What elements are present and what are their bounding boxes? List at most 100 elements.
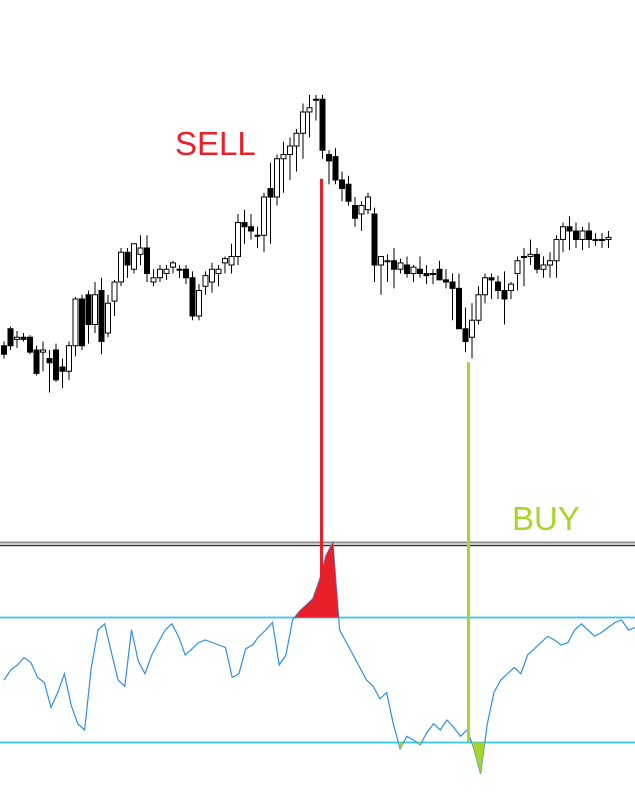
candle — [371, 207, 378, 282]
candle — [189, 271, 196, 321]
candle — [410, 265, 417, 282]
candle — [92, 282, 98, 333]
candle — [488, 273, 495, 299]
candle — [391, 248, 397, 289]
candle — [482, 273, 488, 304]
candle — [111, 279, 118, 316]
candle — [553, 235, 560, 278]
candle — [592, 233, 599, 246]
candle — [527, 239, 534, 265]
candle — [66, 341, 72, 380]
candle — [274, 154, 280, 206]
candle — [300, 103, 306, 159]
candle — [365, 192, 371, 214]
candle — [495, 275, 501, 299]
candle — [241, 209, 248, 244]
candle — [98, 277, 105, 355]
candle — [378, 256, 384, 295]
sell-label: SELL — [175, 125, 256, 162]
candle — [163, 265, 170, 280]
oscillator-pane — [0, 540, 635, 774]
candle — [7, 326, 14, 350]
candle — [261, 192, 267, 253]
candle — [33, 345, 40, 376]
candle — [202, 271, 209, 295]
oscillator-line — [3, 540, 635, 774]
candle — [319, 95, 326, 159]
buy-label: BUY — [512, 500, 580, 537]
overbought-fill — [294, 542, 339, 618]
candle — [59, 358, 66, 389]
candle — [254, 226, 261, 248]
candle — [566, 216, 573, 251]
candle — [332, 148, 339, 185]
candle — [469, 303, 475, 359]
candle — [118, 248, 124, 287]
candle — [183, 265, 189, 285]
candle — [436, 260, 443, 281]
candle — [170, 260, 176, 274]
candle — [228, 243, 235, 274]
candle — [384, 254, 391, 282]
candle — [196, 284, 202, 321]
candle — [280, 141, 287, 193]
candle — [85, 290, 92, 344]
candle — [456, 273, 462, 330]
candle — [462, 307, 469, 353]
candle — [306, 95, 313, 138]
candle — [599, 233, 605, 248]
price-pane — [1, 95, 612, 393]
candle — [540, 256, 547, 278]
candle — [514, 256, 521, 291]
candle — [248, 214, 254, 240]
candle — [222, 256, 228, 274]
candle — [417, 256, 423, 278]
candle — [124, 248, 131, 278]
oversold-fill — [416, 742, 422, 745]
candle — [573, 222, 579, 248]
candle — [267, 163, 274, 244]
candle — [144, 235, 150, 282]
candle — [131, 243, 137, 274]
candle — [235, 214, 241, 265]
candle — [72, 296, 79, 357]
candle — [430, 269, 436, 285]
candle — [449, 273, 456, 321]
oversold-fill — [398, 742, 404, 749]
candle — [521, 248, 527, 287]
candle — [1, 341, 7, 359]
candle — [326, 150, 332, 185]
candle — [404, 256, 410, 278]
candle — [293, 129, 300, 172]
candle — [14, 330, 20, 348]
candle — [475, 286, 482, 325]
candle — [397, 258, 404, 274]
candle — [534, 248, 540, 274]
candle — [27, 335, 33, 355]
candle — [46, 350, 53, 393]
candle — [547, 252, 553, 278]
candle — [313, 95, 319, 121]
candle — [586, 222, 592, 248]
candle — [20, 333, 27, 342]
candle — [339, 171, 345, 202]
candle — [105, 294, 111, 338]
candle — [176, 265, 183, 278]
candle — [443, 269, 449, 289]
oversold-fill — [471, 742, 485, 774]
candle — [352, 197, 358, 227]
candle — [215, 265, 222, 287]
signals-layer: SELL BUY — [175, 125, 580, 743]
candle — [53, 343, 59, 382]
candle — [560, 222, 566, 253]
candle — [157, 265, 163, 282]
candle — [605, 231, 612, 248]
candle — [423, 265, 430, 285]
candle — [508, 282, 514, 299]
candle — [501, 271, 508, 325]
candle — [287, 137, 293, 180]
candle — [358, 201, 365, 231]
candle — [209, 262, 215, 293]
candle — [345, 175, 352, 206]
